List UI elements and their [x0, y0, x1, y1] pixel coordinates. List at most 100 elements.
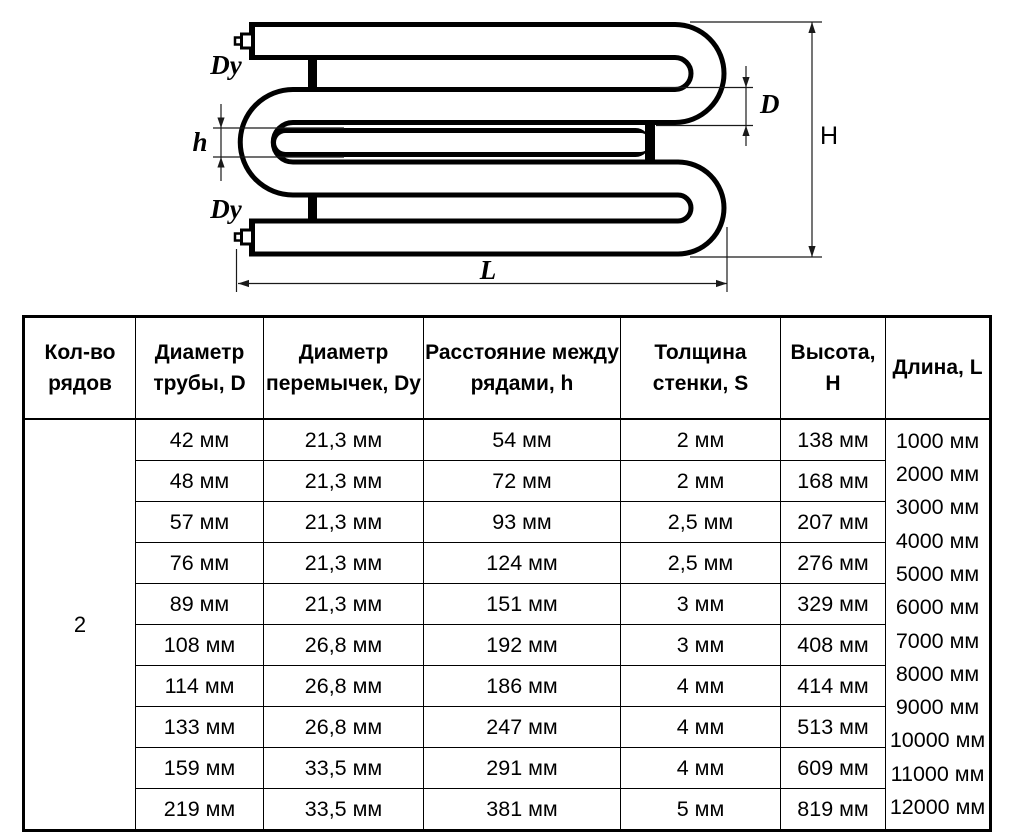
col-header-wall-thickness: Толщина стенки, S	[620, 316, 781, 420]
length-item: 12000 мм	[889, 794, 986, 819]
value-cell-jumper-diameter: 21,3 мм	[263, 418, 424, 461]
spec-table: Кол-во рядов Диаметр трубы, D Диаметр пе…	[22, 315, 992, 832]
col-header-length: Длина, L	[885, 316, 991, 420]
arrow-d-top	[742, 77, 750, 88]
label-height: H	[820, 122, 838, 150]
table-row: 48 мм 21,3 мм 72 мм 2 мм 168 мм	[24, 460, 991, 502]
outlet-stub-bottom	[233, 228, 254, 246]
arrow-length-left	[238, 279, 249, 288]
table-row: 108 мм 26,8 мм 192 мм 3 мм 408 мм	[24, 624, 991, 666]
spec-table-body: 2 42 мм 21,3 мм 54 мм 2 мм 138 мм 1000 мм 2000 …	[23, 418, 991, 831]
value-cell-row-spacing: 124 мм	[423, 542, 621, 584]
value-cell-height: 513 мм	[780, 706, 886, 748]
value-cell-wall-thickness: 4 мм	[620, 747, 781, 789]
length-item: 7000 мм	[895, 628, 980, 653]
value-cell-jumper-diameter: 21,3 мм	[263, 501, 424, 543]
table-row: 219 мм 33,5 мм 381 мм 5 мм 819 мм	[24, 788, 991, 831]
value-cell-pipe-diameter: 133 мм	[135, 706, 264, 748]
value-cell-pipe-diameter: 89 мм	[135, 583, 264, 625]
value-cell-row-spacing: 247 мм	[423, 706, 621, 748]
label-d: D	[759, 89, 780, 119]
value-cell-height: 408 мм	[780, 624, 886, 666]
arrow-h-bottom	[217, 157, 225, 168]
value-cell-jumper-diameter: 21,3 мм	[263, 583, 424, 625]
value-cell-row-spacing: 186 мм	[423, 665, 621, 707]
length-item: 3000 мм	[895, 495, 980, 520]
length-item: 9000 мм	[895, 695, 980, 720]
value-cell-pipe-diameter: 48 мм	[135, 460, 264, 502]
arrow-length-right	[716, 279, 727, 288]
spec-table-header: Кол-во рядов Диаметр трубы, D Диаметр пе…	[23, 316, 991, 420]
value-cell-pipe-diameter: 114 мм	[135, 665, 264, 707]
value-cell-wall-thickness: 4 мм	[620, 665, 781, 707]
length-list-cell: 1000 мм 2000 мм 3000 мм 4000 мм 5000 мм 6000 …	[885, 418, 991, 831]
value-cell-pipe-diameter: 219 мм	[135, 788, 264, 831]
value-cell-height: 138 мм	[780, 418, 886, 461]
jumper-bottom-left	[308, 195, 317, 221]
value-cell-jumper-diameter: 33,5 мм	[263, 747, 424, 789]
dimension-arrows	[217, 22, 816, 288]
label-dy-bottom: Dy	[209, 194, 242, 224]
value-cell-height: 207 мм	[780, 501, 886, 543]
col-header-row-count: Кол-во рядов	[23, 316, 136, 420]
value-cell-height: 609 мм	[780, 747, 886, 789]
length-item: 6000 мм	[895, 595, 980, 620]
length-item: 1000 мм	[895, 428, 980, 453]
value-cell-jumper-diameter: 26,8 мм	[263, 706, 424, 748]
value-cell-wall-thickness: 2,5 мм	[620, 501, 781, 543]
value-cell-row-spacing: 291 мм	[423, 747, 621, 789]
value-cell-wall-thickness: 3 мм	[620, 583, 781, 625]
label-dy-top: Dy	[209, 50, 242, 80]
col-header-pipe-diameter: Диаметр трубы, D	[135, 316, 264, 420]
table-row: 159 мм 33,5 мм 291 мм 4 мм 609 мм	[24, 747, 991, 789]
length-item: 4000 мм	[895, 528, 980, 553]
value-cell-pipe-diameter: 108 мм	[135, 624, 264, 666]
label-l: L	[479, 255, 497, 285]
value-cell-jumper-diameter: 21,3 мм	[263, 542, 424, 584]
table-row: 133 мм 26,8 мм 247 мм 4 мм 513 мм	[24, 706, 991, 748]
length-item: 2000 мм	[895, 462, 980, 487]
value-cell-wall-thickness: 4 мм	[620, 706, 781, 748]
value-cell-jumper-diameter: 26,8 мм	[263, 665, 424, 707]
table-row: 57 мм 21,3 мм 93 мм 2,5 мм 207 мм	[24, 501, 991, 543]
length-item: 10000 мм	[889, 728, 986, 753]
length-item: 8000 мм	[895, 661, 980, 686]
arrow-height-bottom	[808, 246, 816, 257]
arrow-h-top	[217, 117, 225, 128]
value-cell-row-spacing: 93 мм	[423, 501, 621, 543]
arrow-d-bottom	[742, 125, 750, 136]
value-cell-wall-thickness: 2 мм	[620, 460, 781, 502]
length-item: 11000 мм	[890, 761, 985, 786]
value-cell-wall-thickness: 2 мм	[620, 418, 781, 461]
value-cell-row-spacing: 72 мм	[423, 460, 621, 502]
col-header-row-spacing: Расстояние между рядами, h	[423, 316, 621, 420]
jumper-top-left	[308, 57, 317, 90]
col-header-jumper-diameter: Диаметр перемычек, Dy	[263, 316, 424, 420]
table-row: 2 42 мм 21,3 мм 54 мм 2 мм 138 мм 1000 мм 2000 …	[23, 418, 991, 831]
dim-length-lines	[235, 227, 728, 292]
serpentine-register-diagram: Dy h Dy D H L	[192, 21, 838, 292]
table-row: 114 мм 26,8 мм 186 мм 4 мм 414 мм	[24, 665, 991, 707]
length-item: 5000 мм	[895, 561, 980, 586]
jumper-right	[645, 123, 655, 163]
dim-h-lines	[213, 104, 344, 181]
value-cell-height: 819 мм	[780, 788, 886, 831]
row-count-cell: 2	[23, 418, 136, 831]
value-cell-pipe-diameter: 76 мм	[135, 542, 264, 584]
inner-pipe-lumen	[276, 133, 650, 152]
value-cell-pipe-diameter: 159 мм	[135, 747, 264, 789]
value-cell-row-spacing: 192 мм	[423, 624, 621, 666]
value-cell-jumper-diameter: 26,8 мм	[263, 624, 424, 666]
value-cell-height: 276 мм	[780, 542, 886, 584]
value-cell-jumper-diameter: 21,3 мм	[263, 460, 424, 502]
col-header-height: Высота, Н	[780, 316, 886, 420]
dim-height-lines	[690, 21, 822, 258]
inlet-stub-top	[233, 32, 254, 50]
value-cell-wall-thickness: 5 мм	[620, 788, 781, 831]
value-cell-row-spacing: 54 мм	[423, 418, 621, 461]
value-cell-jumper-diameter: 33,5 мм	[263, 788, 424, 831]
arrow-height-top	[808, 22, 816, 33]
label-h: h	[192, 127, 207, 157]
table-row: 76 мм 21,3 мм 124 мм 2,5 мм 276 мм	[24, 542, 991, 584]
